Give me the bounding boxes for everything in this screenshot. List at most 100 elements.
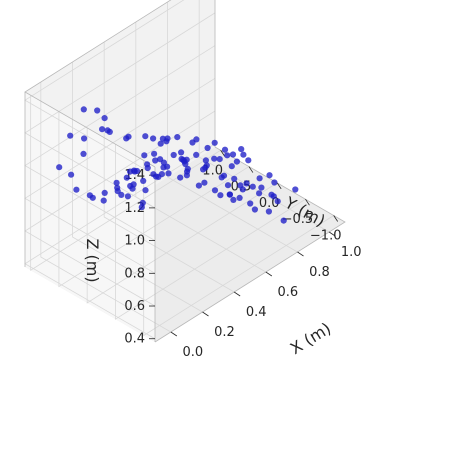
data-point — [224, 152, 231, 159]
data-point — [240, 151, 247, 158]
x-tick — [202, 311, 209, 317]
y-tick-label: −0.5 — [282, 212, 314, 227]
data-point — [153, 173, 160, 180]
x-tick — [170, 331, 178, 337]
x-tick — [233, 291, 241, 297]
data-point — [193, 136, 200, 143]
y-tick-label: 0.0 — [259, 196, 280, 211]
data-point — [178, 149, 185, 156]
data-point — [201, 179, 208, 186]
data-point — [251, 206, 258, 213]
data-point — [129, 185, 136, 192]
data-point — [226, 191, 233, 198]
data-point — [141, 152, 148, 159]
x-gridline — [167, 2, 298, 253]
data-point — [202, 157, 209, 164]
data-point — [256, 175, 263, 182]
data-point — [280, 217, 287, 224]
data-point — [181, 158, 188, 165]
y-gridline — [86, 127, 278, 304]
data-point — [258, 184, 265, 191]
x-tick-label: 0.2 — [214, 325, 235, 340]
data-points — [56, 106, 299, 224]
data-point — [174, 134, 181, 141]
data-point — [183, 172, 190, 179]
data-point — [217, 192, 224, 199]
data-point — [177, 174, 184, 181]
data-point — [140, 177, 147, 184]
data-point — [237, 182, 244, 189]
data-point — [138, 204, 145, 211]
y-tick — [305, 198, 310, 206]
data-point — [144, 164, 151, 172]
data-point — [130, 167, 138, 174]
axis-ticks: 0.00.20.40.60.81.0−1.0−0.50.00.51.00.40.… — [124, 150, 362, 360]
data-point — [228, 163, 235, 170]
data-point — [218, 174, 225, 181]
data-point — [231, 175, 238, 182]
data-point — [101, 115, 108, 122]
data-point — [236, 194, 243, 201]
data-point — [164, 163, 171, 170]
x-tick-label: 1.0 — [341, 245, 362, 260]
data-point — [100, 197, 107, 204]
data-point — [245, 157, 252, 164]
x-gridline — [72, 62, 203, 313]
x-tick — [265, 271, 273, 277]
data-point — [292, 186, 299, 193]
y-tick — [276, 182, 282, 190]
data-point — [268, 191, 275, 198]
data-point — [224, 182, 232, 189]
data-point — [195, 182, 202, 189]
data-point — [221, 146, 229, 153]
data-point — [123, 135, 130, 142]
x-tick — [328, 231, 336, 237]
data-point — [81, 135, 88, 142]
y-gridline — [143, 160, 334, 337]
data-point — [118, 191, 125, 198]
y-tick — [220, 150, 225, 157]
y-tick-label: −1.0 — [310, 228, 342, 243]
z-axis-label: Z (m) — [83, 238, 102, 282]
data-point — [266, 172, 273, 179]
data-point — [200, 166, 207, 173]
x-gridline — [40, 82, 172, 333]
x-gridline — [103, 42, 235, 293]
data-point — [163, 138, 170, 145]
data-point — [216, 156, 223, 163]
data-point — [86, 192, 93, 199]
data-point — [158, 171, 165, 178]
x-tick-label: 0.6 — [277, 285, 298, 300]
top-edge — [24, 0, 216, 168]
x-tick-label: 0.0 — [182, 345, 203, 360]
data-point — [265, 208, 272, 215]
data-point — [193, 151, 200, 158]
data-point — [229, 151, 237, 158]
y-gridline — [30, 95, 221, 271]
x-gridline — [198, 0, 330, 233]
data-point — [271, 179, 278, 186]
data-point — [142, 133, 149, 140]
axis-edges — [24, 0, 346, 343]
data-point — [211, 155, 218, 162]
z-tick-label: 0.8 — [124, 266, 145, 281]
data-point — [230, 196, 237, 203]
x-tick-label: 0.4 — [246, 305, 267, 320]
z-tick-label: 0.6 — [124, 299, 145, 314]
y-gridline — [115, 144, 306, 320]
x-tick — [297, 251, 304, 257]
data-point — [113, 179, 120, 186]
data-point — [68, 171, 75, 178]
x-tick-label: 0.8 — [309, 265, 330, 280]
data-point — [238, 146, 245, 153]
z-tick-label: 0.4 — [124, 332, 145, 347]
floor-edge — [154, 146, 346, 343]
data-point — [157, 140, 164, 147]
data-point — [249, 183, 256, 190]
data-point — [151, 150, 158, 157]
data-point — [56, 164, 63, 171]
y-tick — [333, 215, 339, 222]
data-point — [274, 198, 281, 205]
data-point — [170, 151, 177, 159]
